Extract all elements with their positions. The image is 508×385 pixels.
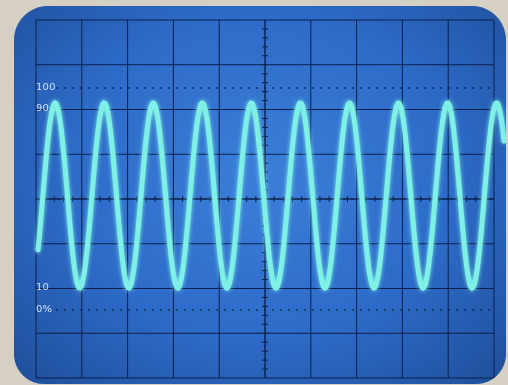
label-0-percent: 0% [36, 304, 53, 315]
reference-dotted-lines [56, 87, 494, 311]
label-10: 10 [36, 282, 50, 293]
oscilloscope-display [35, 19, 506, 379]
oscilloscope-screen: 100 90 10 0% [14, 6, 506, 384]
waveform-trace [35, 99, 506, 292]
label-90: 90 [36, 103, 50, 114]
label-100: 100 [36, 82, 56, 93]
